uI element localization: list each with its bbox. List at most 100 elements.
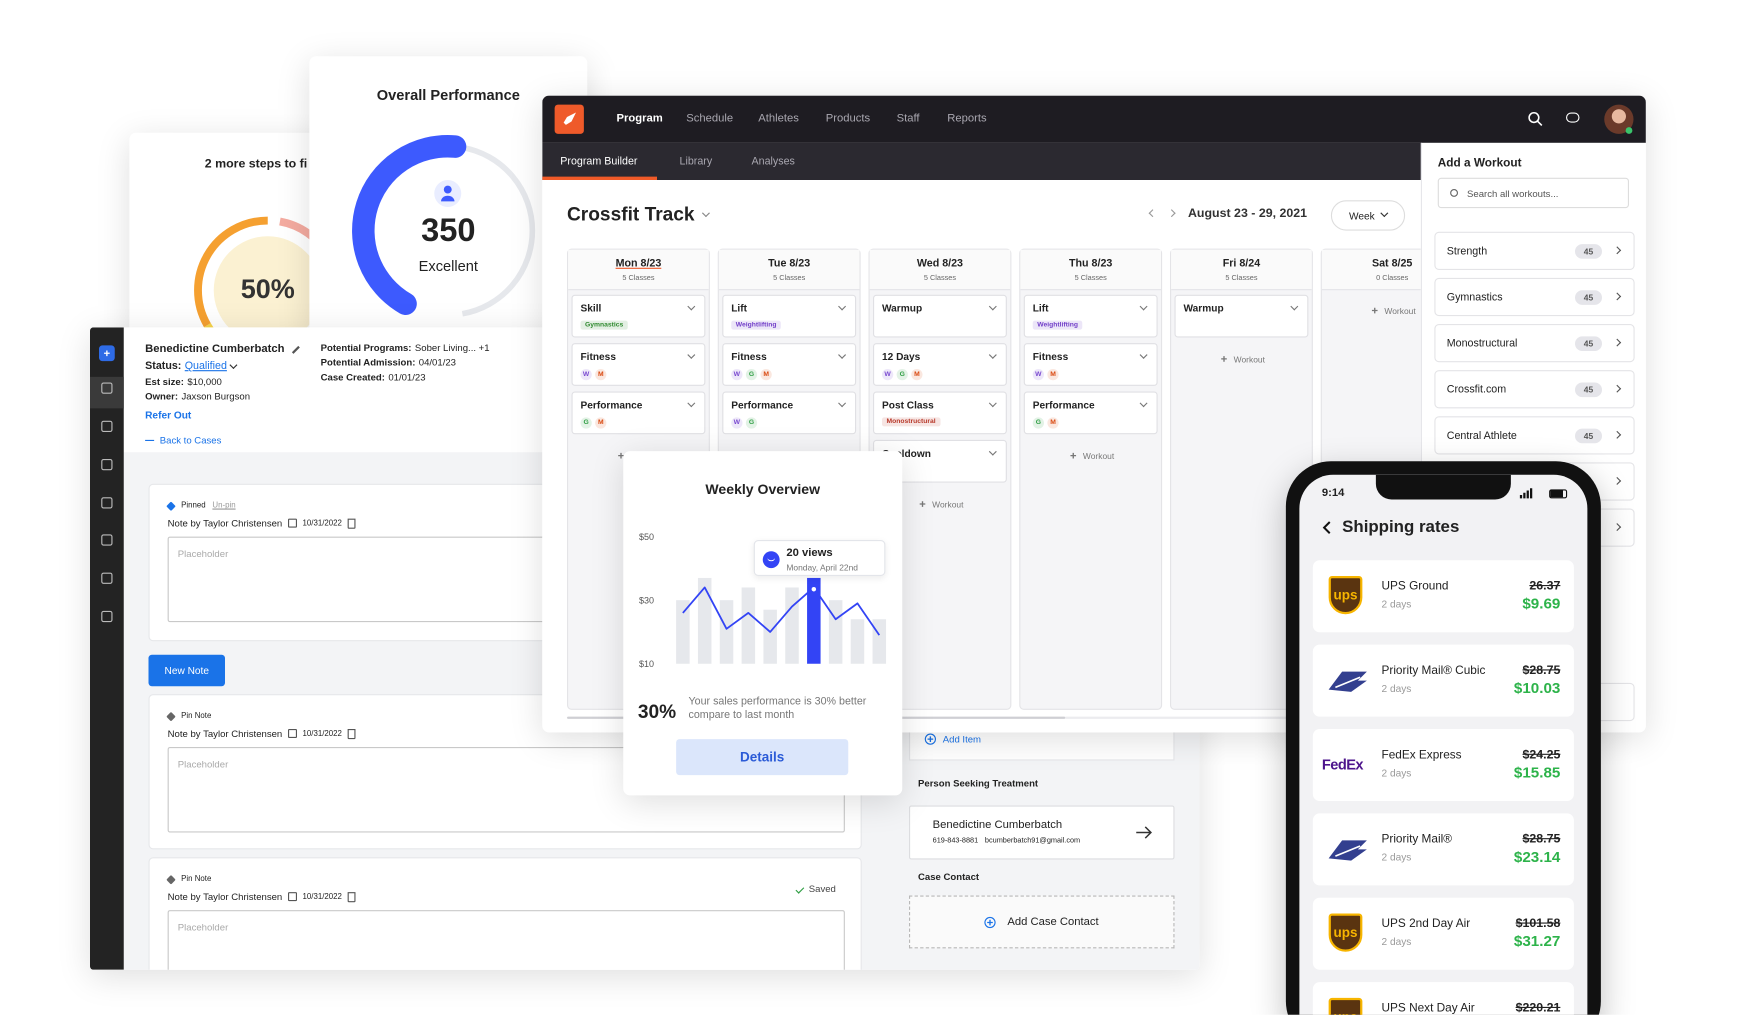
workout-block[interactable]: Performance G M xyxy=(1023,391,1158,435)
chevron xyxy=(1148,209,1157,218)
workout-block[interactable]: Lift Weightlifting xyxy=(1023,294,1158,338)
refer-out[interactable]: Refer Out xyxy=(145,409,192,421)
new-note-button[interactable]: New Note xyxy=(148,654,225,687)
nav-icon[interactable] xyxy=(101,610,113,623)
add-item[interactable]: Add Item xyxy=(924,733,981,745)
nav-item[interactable]: Reports xyxy=(947,112,987,125)
nav-item[interactable]: Staff xyxy=(896,112,920,125)
sub-nav-item[interactable]: Program Builder xyxy=(560,155,638,168)
nav-icon[interactable] xyxy=(101,382,113,394)
search-box[interactable]: Search all workouts... xyxy=(1437,177,1629,209)
workout-block[interactable]: Post Class Monostructural xyxy=(873,391,1007,435)
rate-card[interactable]: ups UPS Next Day Air $220.21 xyxy=(1312,982,1574,1015)
nav-item[interactable]: Program xyxy=(616,112,663,125)
chevron xyxy=(1613,430,1622,439)
letter-badge: G xyxy=(580,417,592,429)
nav-icon-home[interactable] xyxy=(99,345,115,362)
workout-block[interactable]: Performance W G xyxy=(722,391,857,435)
back-link[interactable]: Back to Cases xyxy=(145,434,221,446)
workout-block[interactable]: Warmup xyxy=(873,294,1007,338)
old-price: $28.75 xyxy=(1522,832,1561,847)
workout-block[interactable]: Fitness W G M xyxy=(722,343,857,386)
highlight-dot xyxy=(811,586,817,592)
rate-card[interactable]: ups UPS Ground 2 days 26.37 $9.69 xyxy=(1312,560,1574,633)
category-row[interactable]: Strength 45 xyxy=(1434,231,1635,270)
day-name: Tue 8/23 xyxy=(768,257,811,270)
field-row: Owner: Jaxson Burgson xyxy=(145,390,250,401)
sub-nav-item[interactable]: Library xyxy=(679,155,713,168)
nav-icon[interactable] xyxy=(101,534,113,546)
nav-item[interactable]: Athletes xyxy=(758,112,799,125)
logo[interactable] xyxy=(554,104,584,134)
price: $9.69 xyxy=(1522,595,1561,612)
nav-item[interactable]: Schedule xyxy=(686,112,734,125)
category-row[interactable]: Central Athlete 45 xyxy=(1434,416,1635,455)
summary: Your sales performance is 30% better com… xyxy=(688,695,867,722)
bar xyxy=(785,587,799,664)
rate-card[interactable]: ups UPS 2nd Day Air 2 days $101.58 $31.27 xyxy=(1312,897,1574,970)
category-row[interactable]: Monostructural 45 xyxy=(1434,324,1635,363)
placeholder: Placeholder xyxy=(177,758,229,770)
sidebar xyxy=(90,327,124,970)
sub-bar xyxy=(542,142,1421,180)
add-workout[interactable]: Workout xyxy=(870,498,1011,509)
workout-block[interactable]: Fitness W M xyxy=(571,343,706,386)
details-button[interactable]: Details xyxy=(676,739,849,776)
workout-block[interactable]: Skill Gymnastics xyxy=(571,294,706,338)
note-date: 10/31/2022 xyxy=(302,519,342,528)
add-workout-text: Workout xyxy=(932,498,964,510)
bar xyxy=(828,600,843,664)
add-workout[interactable]: Workout xyxy=(1171,353,1312,364)
plus-icon xyxy=(984,916,997,928)
plus-icon xyxy=(617,452,624,459)
nav-icon[interactable] xyxy=(101,497,113,509)
add-contact-box[interactable]: Add Case Contact xyxy=(909,895,1175,949)
nav-item[interactable]: Products xyxy=(825,112,871,125)
tag: Gymnastics xyxy=(580,320,628,330)
rate-card[interactable]: Priority Mail® 2 days $28.75 $23.14 xyxy=(1312,813,1574,886)
search-glyph xyxy=(1450,189,1458,197)
pin-icon xyxy=(166,711,176,721)
section-heading: Person Seeking Treatment xyxy=(918,777,1039,789)
category-row[interactable]: Crossfit.com 45 xyxy=(1434,370,1635,409)
rate-card[interactable]: Priority Mail® Cubic 2 days $28.75 $10.03 xyxy=(1312,644,1574,717)
unpin-link: Un-pin xyxy=(212,501,236,510)
active-underline xyxy=(542,176,657,180)
chat-icon[interactable] xyxy=(1566,112,1580,123)
workout-block[interactable]: Performance G M xyxy=(571,391,706,435)
note-input[interactable]: Placeholder xyxy=(167,910,845,970)
day-name: Sat 8/25 xyxy=(1371,257,1413,270)
weekly-overview-card: Weekly Overview $50 $30 $10 20 views Monday, … xyxy=(623,451,903,796)
workout-block[interactable]: Warmup xyxy=(1174,294,1309,338)
user-icon-head xyxy=(443,185,452,194)
category-row[interactable]: Gymnastics 45 xyxy=(1434,277,1635,317)
nav-icon[interactable] xyxy=(101,572,113,584)
person-card[interactable]: Benedictine Cumberbatch 619-843-8881 bcumb… xyxy=(909,805,1175,860)
category-count: 45 xyxy=(1575,382,1602,398)
chevron xyxy=(1613,523,1622,532)
sub-nav-item[interactable]: Analyses xyxy=(751,155,795,168)
day-header xyxy=(869,249,1011,291)
price: $10.03 xyxy=(1513,679,1561,697)
add-workout[interactable]: Workout xyxy=(1020,450,1161,461)
person-name: Benedictine Cumberbatch xyxy=(932,819,1063,832)
add-workout[interactable]: Workout xyxy=(1322,305,1421,316)
chevron xyxy=(838,350,847,359)
workout-block[interactable]: Fitness W M xyxy=(1023,343,1158,386)
workout-block[interactable]: Lift Weightlifting xyxy=(722,294,857,338)
status-row: Status: Qualified xyxy=(145,360,238,372)
pin-row: Pin Note xyxy=(166,874,211,884)
nav-icon[interactable] xyxy=(101,459,113,471)
ups-text: ups xyxy=(1333,924,1358,941)
service-name: UPS 2nd Day Air xyxy=(1381,916,1471,931)
notch xyxy=(1375,474,1511,500)
view-select[interactable]: Week xyxy=(1330,200,1406,231)
email: bcumberbatch91@gmail.com xyxy=(984,837,1081,845)
nav-icon[interactable] xyxy=(101,420,113,432)
chevron xyxy=(687,302,696,311)
pin-icon xyxy=(166,500,176,511)
rate-card[interactable]: FedEx FedEx Express 2 days $24.25 $15.85 xyxy=(1312,729,1574,801)
workout-block[interactable]: 12 Days W G M xyxy=(873,343,1007,386)
author: Note by Taylor Christensen xyxy=(167,517,283,529)
chevron xyxy=(1380,209,1389,218)
